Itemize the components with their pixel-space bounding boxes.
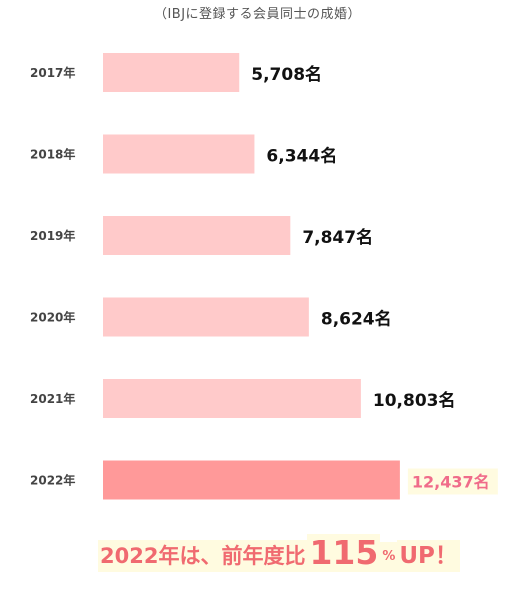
bar <box>103 216 291 255</box>
year-label: 2019年 <box>30 228 75 243</box>
bar <box>103 53 240 92</box>
bar-chart: 2017年 5,708名 2018年 6,344名 2019年 7,847名 2020年 8,… <box>30 53 498 500</box>
value-label-highlight-bg <box>407 468 498 495</box>
value-label: 12,437名 <box>412 473 490 492</box>
year-label: 2021年 <box>30 391 75 406</box>
value-label: 5,708名 <box>251 64 322 85</box>
bar <box>103 379 361 418</box>
year-label: 2022年 <box>30 473 75 488</box>
bar <box>103 460 400 500</box>
summary-suffix: UP！ <box>397 540 460 572</box>
year-label: 2020年 <box>30 310 75 325</box>
summary-number: 115 <box>307 533 381 572</box>
value-label: 7,847名 <box>302 227 373 248</box>
value-label: 10,803名 <box>373 390 456 411</box>
bar <box>103 297 309 337</box>
value-label: 6,344名 <box>266 146 337 167</box>
bar <box>103 134 255 174</box>
summary-prefix: 2022年は、前年度比 <box>98 540 308 572</box>
value-label: 8,624名 <box>321 309 392 330</box>
summary-banner: 2022年は、前年度比 115 % UP！ <box>98 532 460 572</box>
chart-subtitle: （IBJに登録する会員同士の成婚） <box>153 7 362 22</box>
year-label: 2017年 <box>30 65 75 80</box>
summary-percent: % <box>380 542 398 572</box>
year-label: 2018年 <box>30 147 75 162</box>
